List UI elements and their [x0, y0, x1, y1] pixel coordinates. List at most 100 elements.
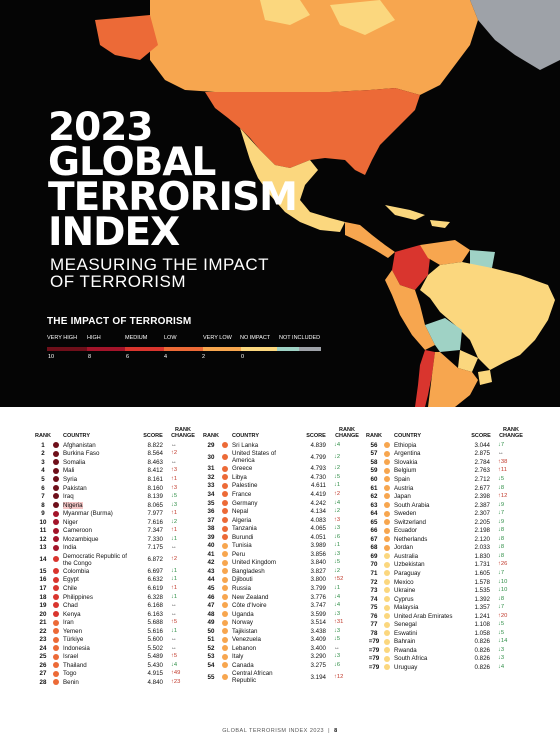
rankings-table-1: RANK COUNTRY SCORE RANK CHANGE 1 Afghanis…: [33, 420, 195, 687]
table-row: 65 Switzerland 2.205 ↓9: [364, 518, 524, 527]
country-cell: Philippines: [63, 593, 135, 602]
legend-swatch: [164, 347, 203, 351]
rank-change-cell: ↔: [498, 450, 504, 457]
table-row: 17 Chile 6.619 ↑1: [33, 584, 195, 593]
rank-change-cell: ↓1: [171, 627, 178, 634]
rank-change-cell: ↓3: [334, 653, 341, 660]
impact-dot-icon: [53, 459, 59, 466]
country-cell: Uganda: [232, 610, 298, 619]
rank-change-cell: ↔: [171, 636, 177, 643]
impact-dot-icon: [222, 653, 228, 660]
impact-dot-icon: [222, 542, 228, 549]
rank-cell: 2: [41, 450, 45, 458]
rank-change-cell: ↑26: [498, 561, 508, 568]
rank-cell: 71: [370, 569, 378, 577]
score-cell: 1.241: [474, 612, 490, 620]
table-row: 55 Central African Republic 3.194 ↑12: [200, 670, 360, 685]
country-cell: Senegal: [394, 620, 464, 629]
country-name: Afghanistan: [63, 441, 96, 449]
rank-cell: 40: [207, 542, 215, 550]
table-row: 36 Nepal 4.134 ↓2: [200, 507, 360, 516]
table-row: 5 Syria 8.161 ↑1: [33, 475, 195, 484]
impact-dot-icon: [222, 636, 228, 643]
rank-cell: 19: [39, 602, 47, 610]
country-name: South Africa: [394, 655, 428, 663]
rank-cell: 48: [207, 610, 215, 618]
map-region-canada: [150, 0, 478, 95]
rank-cell: 34: [207, 490, 215, 498]
score-cell: 4.051: [310, 533, 326, 541]
rank-change-cell: ↓14: [498, 638, 508, 645]
impact-dot-icon: [222, 465, 228, 472]
rank-cell: 3: [41, 458, 45, 466]
table-row: 25 Israel 5.489 ↑5: [33, 653, 195, 662]
rank-change-cell: ↓10: [498, 587, 508, 594]
country-cell: Yemen: [63, 627, 135, 636]
rank-change-cell: ↑1: [171, 584, 178, 591]
rank-cell: 23: [39, 636, 47, 644]
table-row: 9 Myanmar (Burma) 7.977 ↑1: [33, 509, 195, 518]
country-name: Senegal: [394, 621, 417, 629]
country-cell: Switzerland: [394, 518, 464, 527]
rank-cell: 55: [207, 673, 215, 681]
score-cell: 3.776: [310, 593, 326, 601]
rankings-table-2: RANK COUNTRY SCORE RANK CHANGE 29 Sri Lan…: [200, 420, 360, 685]
impact-dot-icon: [53, 653, 59, 660]
rank-change-cell: ↓8: [498, 535, 505, 542]
impact-dot-icon: [53, 556, 59, 563]
country-name: France: [232, 490, 252, 498]
country-name: Indonesia: [63, 644, 90, 652]
rank-cell: 57: [370, 450, 378, 458]
impact-dot-icon: [384, 595, 390, 602]
rank-change-cell: ↑2: [334, 490, 341, 497]
country-cell: Somalia: [63, 458, 135, 467]
country-name: Côte d'Ivoire: [232, 602, 267, 610]
country-cell: Belgium: [394, 467, 464, 476]
country-cell: Nepal: [232, 507, 298, 516]
score-cell: 1.578: [474, 578, 490, 586]
map-region-paraguay: [458, 350, 478, 372]
americas-map: [95, 0, 560, 407]
table-row: 76 United Arab Emirates 1.241 ↑20: [364, 612, 524, 621]
rank-change-cell: ↑5: [171, 653, 178, 660]
country-name: Burkina Faso: [63, 450, 100, 458]
country-name: Tunisia: [232, 542, 252, 550]
country-cell: United Kingdom: [232, 559, 298, 568]
table-row: 69 Australia 1.830 ↓8: [364, 552, 524, 561]
rank-cell: =79: [368, 655, 380, 663]
impact-dot-icon: [384, 476, 390, 483]
table-row: 6 Pakistan 8.160 ↑3: [33, 484, 195, 493]
rank-cell: 18: [39, 593, 47, 601]
rank-cell: 13: [39, 544, 47, 552]
table-row: 31 Greece 4.793 ↓2: [200, 465, 360, 474]
rank-cell: 44: [207, 576, 215, 584]
impact-dot-icon: [384, 621, 390, 628]
score-cell: 8.139: [147, 493, 163, 501]
table-row: 77 Senegal 1.108 ↓5: [364, 620, 524, 629]
country-cell: Djibouti: [232, 576, 298, 585]
column-header-rank-change: RANK CHANGE: [171, 427, 195, 439]
rank-change-cell: ↑31: [334, 619, 344, 626]
score-cell: 3.409: [310, 636, 326, 644]
score-cell: 6.163: [147, 610, 163, 618]
rank-change-cell: ↓2: [171, 518, 178, 525]
country-cell: Iraq: [63, 492, 135, 501]
table-row: 19 Chad 6.168 ↔: [33, 601, 195, 610]
country-name: United Kingdom: [232, 559, 277, 567]
table-row: 67 Netherlands 2.120 ↓8: [364, 535, 524, 544]
map-region-mexico: [240, 128, 345, 232]
rank-cell: 47: [207, 602, 215, 610]
impact-dot-icon: [384, 604, 390, 611]
table-row: 75 Malaysia 1.357 ↓7: [364, 603, 524, 612]
rank-cell: 31: [207, 465, 215, 473]
country-cell: Pakistan: [63, 484, 135, 493]
rank-change-cell: ↓5: [334, 559, 341, 566]
impact-dot-icon: [53, 568, 59, 575]
rank-cell: 49: [207, 619, 215, 627]
score-cell: 5.600: [147, 636, 163, 644]
score-cell: 5.502: [147, 644, 163, 652]
table-row: 45 Russia 3.799 ↓1: [200, 584, 360, 593]
country-name: Benin: [63, 678, 79, 686]
country-cell: Austria: [394, 484, 464, 493]
table-row: 49 Norway 3.514 ↑31: [200, 618, 360, 627]
